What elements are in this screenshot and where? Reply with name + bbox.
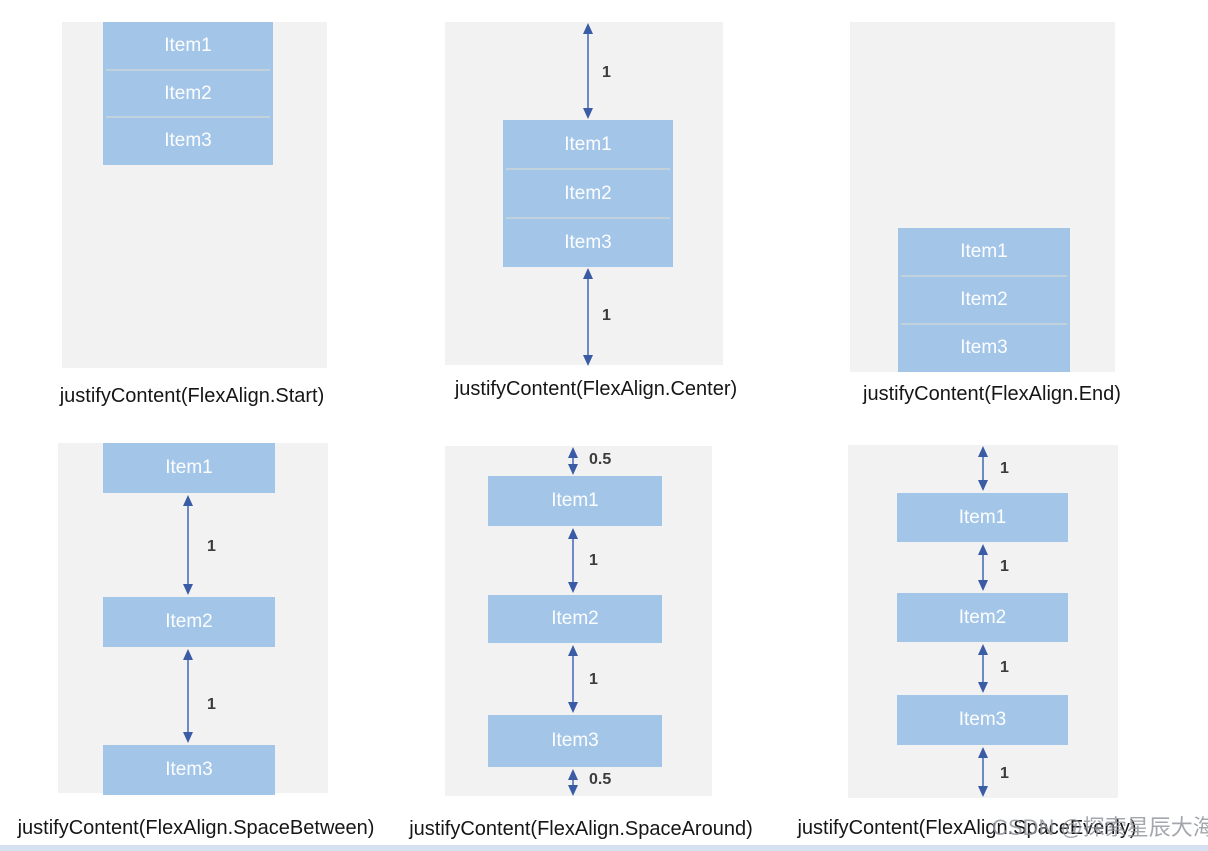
spacing-value: 1 <box>602 307 611 324</box>
panel-caption: justifyContent(FlexAlign.End) <box>863 383 1121 405</box>
flex-item: Item1 <box>164 35 212 56</box>
flex-item: Item1 <box>103 443 275 493</box>
panel-caption: justifyContent(FlexAlign.SpaceBetween) <box>17 817 375 839</box>
spacing-value: 1 <box>207 696 216 713</box>
flex-item: Item3 <box>960 337 1008 358</box>
double-arrow-icon <box>978 747 988 797</box>
spacing-value: 0.5 <box>589 771 612 788</box>
item-divider <box>506 168 670 170</box>
item-divider <box>901 323 1067 325</box>
spacing-value: 1 <box>589 552 598 569</box>
flex-item: Item1 <box>564 134 612 155</box>
spacing-value: 1 <box>207 538 216 555</box>
double-arrow-icon <box>978 644 988 693</box>
flex-item: Item2 <box>564 183 612 204</box>
panel-caption: justifyContent(FlexAlign.SpaceAround) <box>409 818 753 840</box>
items-block: Item1 Item2 Item3 <box>103 22 273 165</box>
item-divider <box>106 116 270 118</box>
items-block: Item1 Item2 Item3 <box>503 120 673 267</box>
item-divider <box>506 217 670 219</box>
flex-item: Item2 <box>488 595 662 643</box>
spacing-value: 1 <box>1000 460 1009 477</box>
flex-item: Item1 <box>897 493 1068 542</box>
flex-item: Item2 <box>103 597 275 647</box>
double-arrow-icon <box>568 769 578 796</box>
flex-item: Item3 <box>103 745 275 795</box>
spacing-value: 1 <box>1000 558 1009 575</box>
watermark: CSDN @探索星辰大海 <box>992 815 1208 840</box>
double-arrow-icon <box>583 268 593 366</box>
double-arrow-icon <box>183 495 193 595</box>
spacing-value: 1 <box>602 64 611 81</box>
bottom-strip <box>0 845 1208 851</box>
spacing-value: 1 <box>1000 659 1009 676</box>
flex-item: Item3 <box>897 695 1068 745</box>
spacing-value: 1 <box>1000 765 1009 782</box>
double-arrow-icon <box>568 447 578 475</box>
flex-item: Item3 <box>564 232 612 253</box>
panel-caption: justifyContent(FlexAlign.Start) <box>59 385 325 407</box>
flex-item: Item2 <box>164 82 212 104</box>
double-arrow-icon <box>568 528 578 593</box>
double-arrow-icon <box>978 544 988 591</box>
flex-item: Item3 <box>488 715 662 767</box>
double-arrow-icon <box>583 23 593 119</box>
double-arrow-icon <box>568 645 578 713</box>
panel-caption: justifyContent(FlexAlign.Center) <box>454 378 738 400</box>
flex-item: Item1 <box>960 241 1008 262</box>
flex-item: Item2 <box>960 289 1008 310</box>
double-arrow-icon <box>978 446 988 491</box>
flex-item: Item3 <box>164 130 212 152</box>
item-divider <box>106 69 270 71</box>
item-divider <box>901 275 1067 277</box>
spacing-value: 0.5 <box>589 451 612 468</box>
double-arrow-icon <box>183 649 193 743</box>
panel-caption: justifyContent(FlexAlign.SpaceEvenly) <box>797 817 1137 839</box>
flex-item: Item1 <box>488 476 662 526</box>
flex-item: Item2 <box>897 593 1068 642</box>
spacing-value: 1 <box>589 671 598 688</box>
items-block: Item1 Item2 Item3 <box>898 228 1070 372</box>
